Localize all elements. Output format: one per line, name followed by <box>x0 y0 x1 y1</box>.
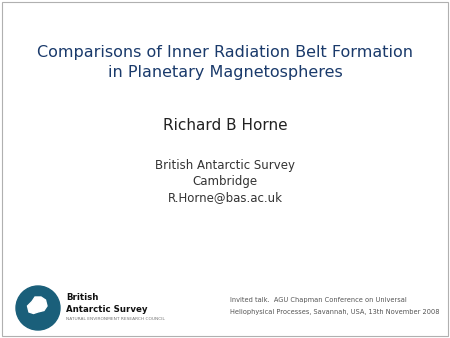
Text: Invited talk.  AGU Chapman Conference on Universal: Invited talk. AGU Chapman Conference on … <box>230 297 407 303</box>
Text: Antarctic Survey: Antarctic Survey <box>66 305 148 314</box>
Text: Comparisons of Inner Radiation Belt Formation: Comparisons of Inner Radiation Belt Form… <box>37 46 413 61</box>
Text: Cambridge: Cambridge <box>193 175 257 189</box>
Circle shape <box>16 286 60 330</box>
Polygon shape <box>27 297 47 314</box>
Text: British: British <box>66 293 99 303</box>
Text: in Planetary Magnetospheres: in Planetary Magnetospheres <box>108 66 342 80</box>
Text: R.Horne@bas.ac.uk: R.Horne@bas.ac.uk <box>167 192 283 204</box>
Text: British Antarctic Survey: British Antarctic Survey <box>155 160 295 172</box>
Text: Richard B Horne: Richard B Horne <box>163 119 287 134</box>
Text: Heliophysical Processes, Savannah, USA, 13th November 2008: Heliophysical Processes, Savannah, USA, … <box>230 309 440 315</box>
Text: NATURAL ENVIRONMENT RESEARCH COUNCIL: NATURAL ENVIRONMENT RESEARCH COUNCIL <box>66 317 165 321</box>
